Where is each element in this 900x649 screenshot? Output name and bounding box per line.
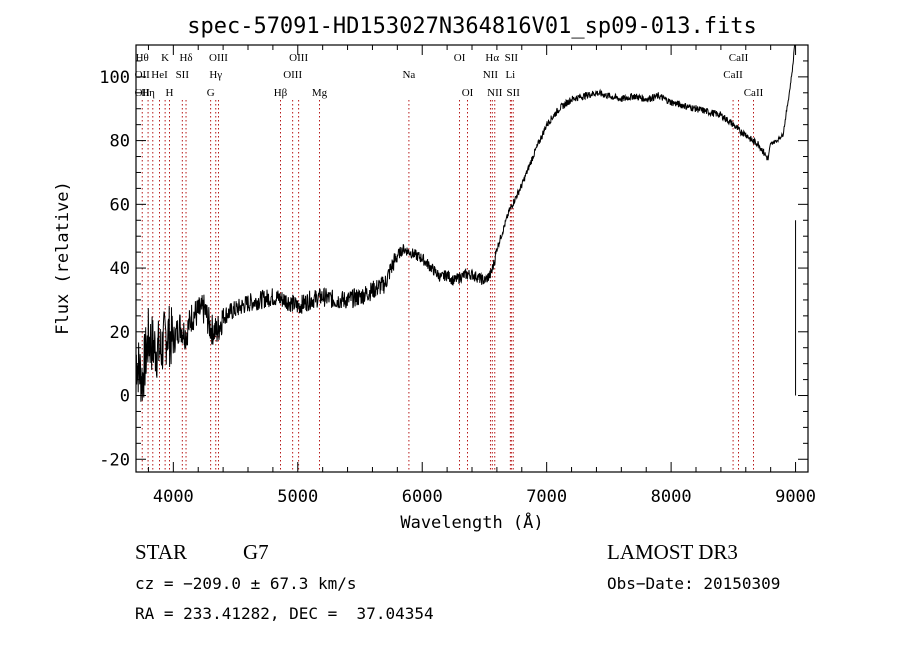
- x-tick-label: 4000: [153, 487, 194, 507]
- y-tick-label: 60: [110, 195, 130, 215]
- y-tick-label: 20: [110, 323, 130, 343]
- line-marker-label: Hα: [485, 52, 499, 64]
- x-tick-label: 7000: [526, 487, 567, 507]
- line-marker-label: OI: [454, 52, 466, 64]
- observation-date: Obs−Date: 20150309: [607, 574, 781, 593]
- y-axis-ticks: -20 0 20 40 60 80 100: [99, 44, 808, 470]
- line-marker-label: Hδ: [179, 52, 192, 64]
- line-marker-label: NII: [487, 87, 503, 99]
- y-tick-label: 80: [110, 132, 130, 152]
- chart-title: spec-57091-HD153027N364816V01_sp09-013.f…: [187, 14, 757, 39]
- line-marker-label: SII: [176, 69, 190, 81]
- line-marker-label: Hθ: [136, 52, 149, 64]
- y-axis-label: Flux (relative): [53, 181, 73, 335]
- line-marker-label: G: [207, 87, 215, 99]
- line-marker-label: OII: [135, 69, 151, 81]
- line-marker-label: Hβ: [274, 87, 288, 99]
- x-tick-label: 9000: [775, 487, 816, 507]
- line-marker-label: Na: [402, 69, 415, 81]
- line-marker-label: CaII: [729, 52, 749, 64]
- line-marker-label: SII: [505, 52, 519, 64]
- object-class: STAR: [135, 540, 187, 564]
- line-marker-label: HeI: [151, 69, 168, 81]
- y-tick-label: 100: [99, 68, 130, 88]
- spectral-subclass: G7: [243, 540, 269, 564]
- y-tick-label: -20: [99, 450, 130, 470]
- line-marker-label: H: [165, 87, 173, 99]
- line-marker-label: Hγ: [209, 69, 222, 81]
- line-marker-label: CaII: [744, 87, 764, 99]
- x-tick-label: 6000: [402, 487, 443, 507]
- y-tick-label: 0: [120, 387, 130, 407]
- x-axis-ticks: 4000 5000 6000 7000 8000 9000: [147, 45, 816, 507]
- y-tick-label: 40: [110, 259, 130, 279]
- line-marker-label: Li: [505, 69, 515, 81]
- spectrum-series: [135, 44, 797, 402]
- x-tick-label: 8000: [651, 487, 692, 507]
- line-marker-label: OIII: [289, 52, 308, 64]
- x-axis-label: Wavelength (Å): [400, 511, 543, 533]
- spectrum-line: [135, 44, 796, 402]
- line-marker-label: NII: [483, 69, 499, 81]
- line-marker-label: Mg: [312, 87, 328, 99]
- survey-label: LAMOST DR3: [607, 540, 738, 564]
- ra-dec-coordinates: RA = 233.41282, DEC = 37.04354: [135, 604, 434, 623]
- x-tick-label: 5000: [277, 487, 318, 507]
- line-marker-label: CaII: [723, 69, 743, 81]
- line-marker-label: K: [161, 52, 169, 64]
- line-marker-label: OII: [135, 87, 151, 99]
- line-marker-label: OI: [462, 87, 474, 99]
- redshift-cz: cz = −209.0 ± 67.3 km/s: [135, 574, 357, 593]
- line-marker-label: OIII: [283, 69, 302, 81]
- line-marker-label: Hη: [141, 87, 155, 99]
- line-marker-label: OIII: [209, 52, 228, 64]
- emission-line-markers: HθOIIOIIHηHeIKHSIIHδGHγOIIIHβOIIIOIIIMgN…: [135, 52, 764, 472]
- line-marker-label: SII: [506, 87, 520, 99]
